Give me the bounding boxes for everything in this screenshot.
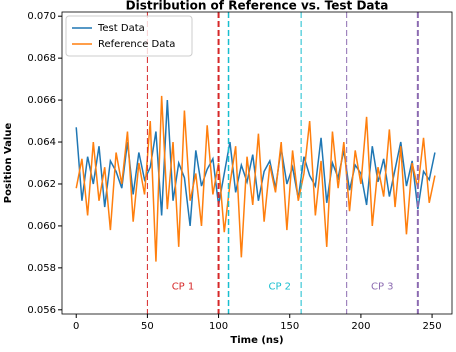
x-axis-label: Time (ns) xyxy=(230,335,283,346)
data-line xyxy=(75,95,436,262)
y-tick-label: 0.060 xyxy=(27,221,56,232)
y-tick-label: 0.062 xyxy=(27,179,56,190)
annotation: CP 1 xyxy=(172,282,195,293)
y-tick-label: 0.066 xyxy=(27,95,56,106)
x-tick-label: 100 xyxy=(209,321,228,332)
annotation: CP 3 xyxy=(371,282,394,293)
annotation: CP 2 xyxy=(268,282,291,293)
x-tick-label: 50 xyxy=(141,321,154,332)
x-tick-label: 200 xyxy=(351,321,370,332)
y-axis-label: Position Value xyxy=(3,123,14,204)
legend-label: Reference Data xyxy=(98,39,175,50)
y-tick-label: 0.070 xyxy=(27,11,56,22)
y-tick-label: 0.056 xyxy=(27,305,56,316)
legend-label: Test Data xyxy=(97,23,145,34)
x-tick-label: 250 xyxy=(423,321,442,332)
y-tick-label: 0.068 xyxy=(27,53,56,64)
chart-title: Distribution of Reference vs. Test Data xyxy=(126,0,389,13)
x-tick-label: 0 xyxy=(73,321,79,332)
y-tick-label: 0.058 xyxy=(27,263,56,274)
legend-box xyxy=(65,15,193,57)
x-tick-label: 150 xyxy=(280,321,299,332)
plot-frame xyxy=(61,11,453,315)
y-tick-label: 0.064 xyxy=(27,137,56,148)
